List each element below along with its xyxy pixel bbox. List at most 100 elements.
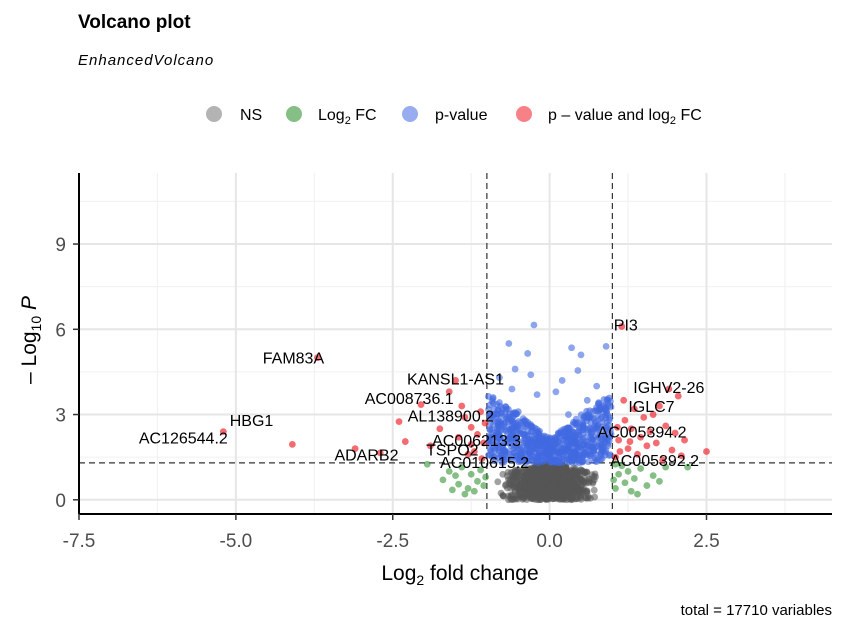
pvalue-and-log2fc-point: [461, 413, 469, 421]
pvalue-and-log2fc-point: [376, 449, 384, 457]
pvalue-and-log2fc-point: [481, 419, 489, 427]
pvalue-point: [585, 446, 593, 454]
pvalue-point: [511, 365, 519, 373]
pvalue-point: [563, 437, 570, 445]
pvalue-point: [530, 434, 538, 442]
pvalue-point: [533, 391, 541, 399]
pvalue-point: [565, 458, 573, 466]
log2fc-point: [612, 485, 619, 492]
pvalue-point: [572, 458, 580, 466]
ns-point: [515, 483, 523, 491]
pvalue-and-log2fc-point: [474, 431, 481, 438]
ns-point: [592, 473, 599, 481]
ns-point: [574, 493, 582, 501]
pvalue-and-log2fc-point: [621, 416, 629, 424]
pvalue-point: [571, 448, 579, 455]
pvalue-and-log2fc-point: [445, 388, 453, 396]
pvalue-point: [506, 433, 514, 440]
gene-label: KANSL1-AS1: [407, 371, 504, 388]
gene-label: AL138900.2: [408, 408, 494, 425]
log2fc-point: [458, 463, 466, 471]
pvalue-point: [585, 411, 593, 419]
ns-point: [576, 474, 584, 482]
ns-point: [590, 486, 598, 494]
pvalue-and-log2fc-point: [219, 428, 227, 435]
pvalue-and-log2fc-point: [646, 428, 654, 435]
gene-label: IGLC7: [628, 399, 674, 416]
data-points: [219, 321, 710, 504]
pvalue-and-log2fc-point: [455, 433, 463, 441]
gene-label: IGHV2-26: [633, 380, 704, 397]
pvalue-and-log2fc-point: [624, 445, 632, 453]
pvalue-point: [601, 434, 609, 442]
legend-label-ns: NS: [240, 107, 262, 124]
pvalue-point: [510, 412, 517, 420]
pvalue-and-log2fc-point: [630, 405, 638, 413]
pvalue-and-log2fc-point: [288, 440, 296, 448]
pvalue-point: [578, 453, 586, 461]
ns-point: [510, 470, 518, 478]
pvalue-point: [558, 377, 566, 384]
log2fc-point: [452, 472, 459, 480]
log2fc-point: [637, 465, 645, 472]
pvalue-point: [555, 449, 562, 456]
pvalue-and-log2fc-point: [662, 422, 670, 430]
pvalue-point: [571, 437, 578, 445]
y-axis-title: – Log10 P: [18, 296, 44, 384]
gene-label: AC008736.1: [365, 391, 454, 408]
pvalue-point: [494, 434, 502, 442]
ns-point: [541, 491, 548, 499]
pvalue-point: [486, 425, 494, 433]
pvalue-point: [590, 425, 597, 433]
pvalue-and-log2fc-point: [620, 396, 628, 404]
pvalue-and-log2fc-point: [626, 438, 634, 445]
ns-point: [520, 479, 528, 487]
pvalue-and-log2fc-point: [470, 448, 478, 455]
pvalue-point: [559, 458, 567, 466]
pvalue-point: [554, 456, 561, 464]
legend-key-log2fc-marker: [286, 106, 302, 122]
log2fc-point: [480, 482, 488, 489]
pvalue-and-log2fc-point: [643, 442, 651, 450]
pvalue-point: [580, 440, 588, 448]
pvalue-point: [574, 367, 582, 374]
pvalue-and-log2fc-point: [467, 423, 475, 431]
pvalue-point: [530, 321, 538, 329]
pvalue-point: [514, 408, 522, 416]
pvalue-point: [491, 453, 498, 461]
gene-label: AC010615.2: [440, 455, 529, 472]
pvalue-and-log2fc-point: [656, 402, 663, 410]
legend-key-pvalue-and-log2fc-marker: [516, 106, 532, 122]
pvalue-and-log2fc-point: [427, 442, 434, 450]
log2fc-point: [470, 487, 478, 495]
pvalue-point: [605, 416, 613, 424]
pvalue-point: [497, 452, 505, 459]
y-tick-label: 3: [55, 406, 66, 427]
total-variables-caption: total = 17710 variables: [680, 602, 832, 619]
pvalue-point: [527, 371, 535, 379]
pvalue-point: [517, 455, 524, 463]
ns-point: [561, 472, 569, 479]
legend-label-log2fc: Log2 FC: [318, 107, 377, 127]
gene-label: AC005392.2: [610, 453, 699, 470]
pvalue-point: [590, 433, 598, 441]
ns-point: [561, 481, 569, 489]
log2fc-point: [662, 463, 670, 471]
y-tick-label: 6: [55, 320, 66, 341]
pvalue-point: [519, 422, 527, 430]
pvalue-point: [550, 435, 558, 442]
log2fc-point: [624, 467, 632, 475]
ns-point: [520, 492, 527, 500]
log2fc-point: [656, 477, 663, 485]
pvalue-point: [517, 450, 525, 458]
log2fc-point: [448, 486, 456, 494]
legend-label-pvalue: p-value: [435, 107, 488, 124]
pvalue-point: [602, 342, 610, 350]
log2fc-point: [445, 467, 453, 475]
pvalue-point: [486, 401, 494, 409]
pvalue-point: [519, 415, 527, 423]
log2fc-point: [612, 460, 619, 468]
ns-point: [530, 489, 537, 497]
ns-point: [558, 490, 566, 498]
